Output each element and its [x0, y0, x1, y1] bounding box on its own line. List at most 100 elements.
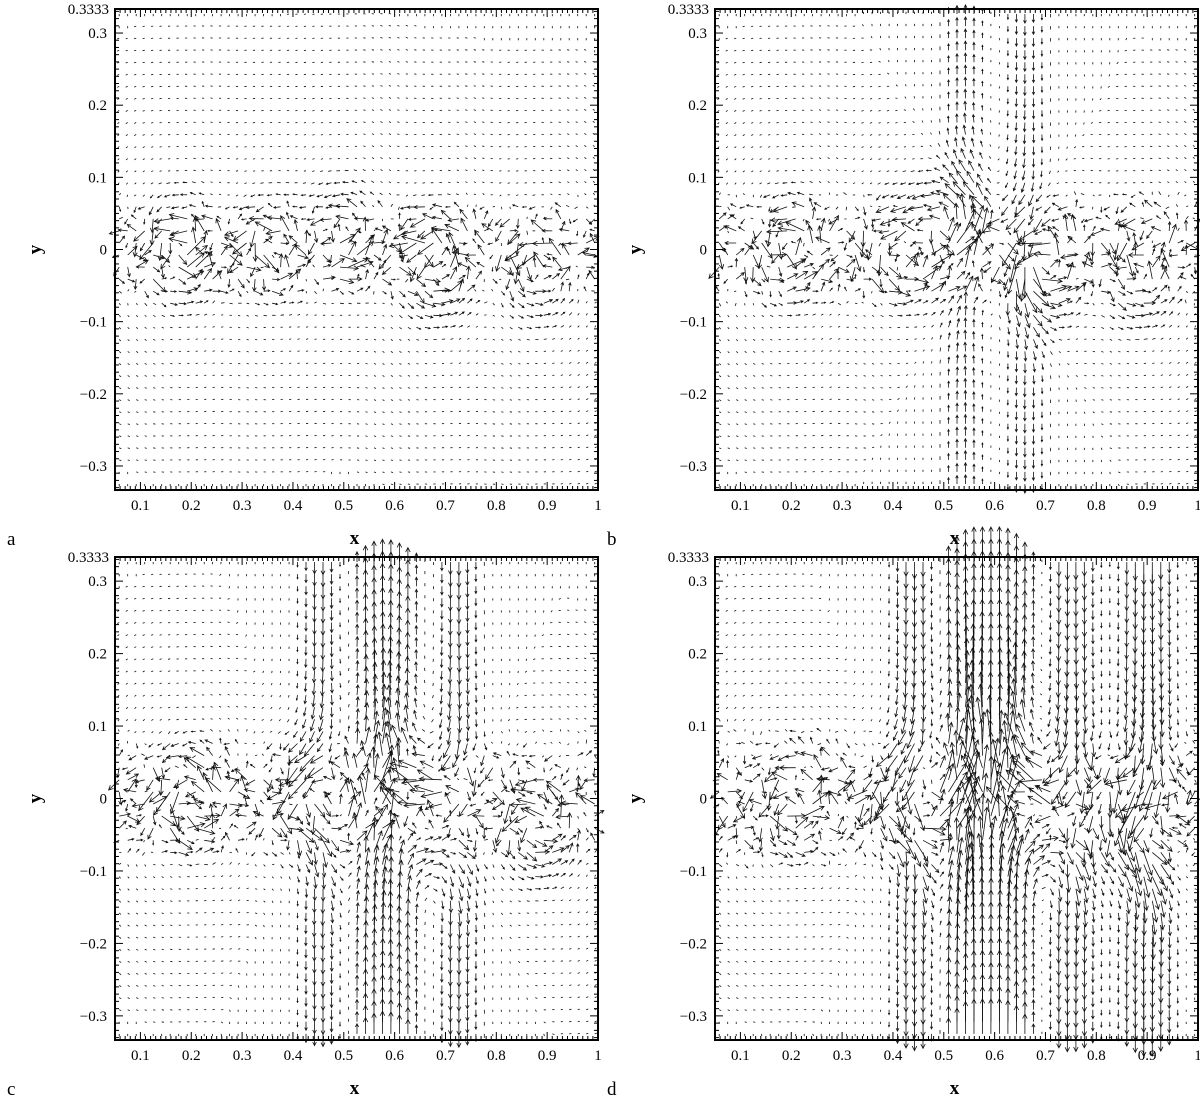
- vector-arrow: [931, 297, 940, 304]
- vector-arrow: [220, 242, 234, 248]
- vector-arrow: [1032, 387, 1036, 397]
- vector-arrow: [482, 145, 485, 147]
- vector-arrow: [1175, 169, 1178, 172]
- vector-arrow: [153, 375, 156, 377]
- vector-arrow: [971, 125, 975, 135]
- vector-arrow: [1058, 363, 1061, 366]
- vector-arrow: [1006, 62, 1010, 69]
- vector-arrow: [558, 121, 561, 123]
- vector-arrow: [895, 158, 898, 160]
- vector-arrow: [235, 182, 239, 184]
- vector-arrow: [1169, 398, 1172, 400]
- vector-arrow: [160, 267, 165, 279]
- vector-arrow: [1090, 122, 1093, 124]
- vector-arrow: [467, 284, 476, 292]
- vector-arrow: [1006, 50, 1010, 57]
- vector-arrow: [473, 181, 477, 184]
- vector-arrow: [201, 181, 205, 184]
- vector-arrow: [854, 273, 857, 280]
- vector-arrow: [373, 229, 376, 232]
- vector-arrow: [567, 169, 570, 172]
- vector-arrow: [153, 363, 156, 365]
- vector-arrow: [818, 157, 822, 159]
- vector-arrow: [827, 25, 830, 27]
- vector-arrow: [1007, 254, 1015, 262]
- vector-arrow: [406, 254, 417, 263]
- vector-arrow: [1079, 206, 1085, 209]
- vector-arrow: [322, 288, 324, 292]
- vector-arrow: [744, 387, 747, 389]
- vector-arrow: [1067, 363, 1070, 365]
- vector-arrow: [981, 454, 984, 460]
- vector-arrow: [407, 435, 411, 437]
- vector-arrow: [963, 112, 967, 123]
- vector-arrow: [351, 180, 358, 184]
- vector-arrow: [1041, 228, 1051, 232]
- vector-arrow: [575, 49, 578, 51]
- vector-arrow: [382, 314, 385, 317]
- vector-arrow: [371, 109, 375, 111]
- vector-arrow: [881, 194, 890, 199]
- vector-arrow: [1101, 326, 1105, 329]
- vector-arrow: [151, 146, 154, 148]
- vector-arrow: [300, 218, 307, 221]
- vector-arrow: [872, 411, 875, 413]
- vector-arrow: [416, 290, 425, 305]
- vector-arrow: [1184, 145, 1187, 147]
- vector-arrow: [473, 85, 477, 87]
- vector-arrow: [331, 194, 341, 198]
- vector-arrow: [144, 471, 147, 473]
- vector-arrow: [914, 313, 920, 316]
- vector-arrow: [889, 206, 907, 213]
- vector-arrow: [727, 327, 730, 330]
- vector-arrow: [594, 446, 597, 449]
- vector-arrow: [220, 290, 229, 294]
- vector-arrow: [399, 290, 406, 298]
- vector-arrow: [533, 251, 545, 268]
- vector-arrow: [382, 447, 385, 449]
- vector-arrow: [761, 351, 764, 353]
- vector-arrow: [170, 314, 176, 317]
- vector-arrow: [492, 363, 496, 365]
- vector-arrow: [1101, 411, 1104, 413]
- vector-arrow: [263, 227, 266, 232]
- vector-arrow: [1177, 386, 1180, 388]
- vector-arrow: [495, 230, 502, 243]
- vector-arrow: [1184, 169, 1187, 172]
- vector-arrow: [727, 423, 730, 426]
- vector-arrow: [829, 214, 839, 232]
- vector-arrow: [827, 133, 830, 135]
- vector-arrow: [127, 363, 130, 366]
- vector-arrow: [1177, 272, 1184, 280]
- vector-arrow: [1194, 410, 1197, 413]
- vector-arrow: [869, 73, 873, 76]
- vector-arrow: [829, 325, 832, 328]
- vector-arrow: [137, 206, 145, 210]
- vector-arrow: [955, 474, 959, 484]
- vector-arrow: [1160, 284, 1168, 292]
- vector-arrow: [467, 374, 470, 376]
- vector-arrow: [795, 300, 804, 304]
- vector-arrow: [956, 317, 961, 328]
- vector-arrow: [1006, 146, 1009, 153]
- vector-arrow: [956, 305, 961, 316]
- panel-a: 0.1 0.2 0.3 0.4 0.5 0.6 0.7 0.8 0.9 1−0.3−0.2−0.1…: [7, 2, 602, 550]
- vector-arrow: [1118, 290, 1126, 296]
- x-axis-label: x: [350, 528, 360, 549]
- vector-arrow: [854, 288, 862, 292]
- vector-arrow: [151, 73, 154, 76]
- vector-arrow: [742, 134, 745, 136]
- vector-arrow: [405, 37, 409, 39]
- vector-arrow: [398, 212, 401, 219]
- vector-arrow: [584, 133, 587, 135]
- vector-arrow: [178, 314, 184, 317]
- vector-arrow: [878, 230, 890, 234]
- vector-arrow: [1014, 146, 1018, 156]
- vector-arrow: [509, 363, 513, 365]
- vector-arrow: [588, 269, 596, 280]
- vector-arrow: [305, 386, 309, 388]
- vector-arrow: [170, 206, 179, 210]
- vector-arrow: [169, 230, 188, 237]
- vector-arrow: [382, 423, 385, 425]
- vector-arrow: [1084, 235, 1091, 244]
